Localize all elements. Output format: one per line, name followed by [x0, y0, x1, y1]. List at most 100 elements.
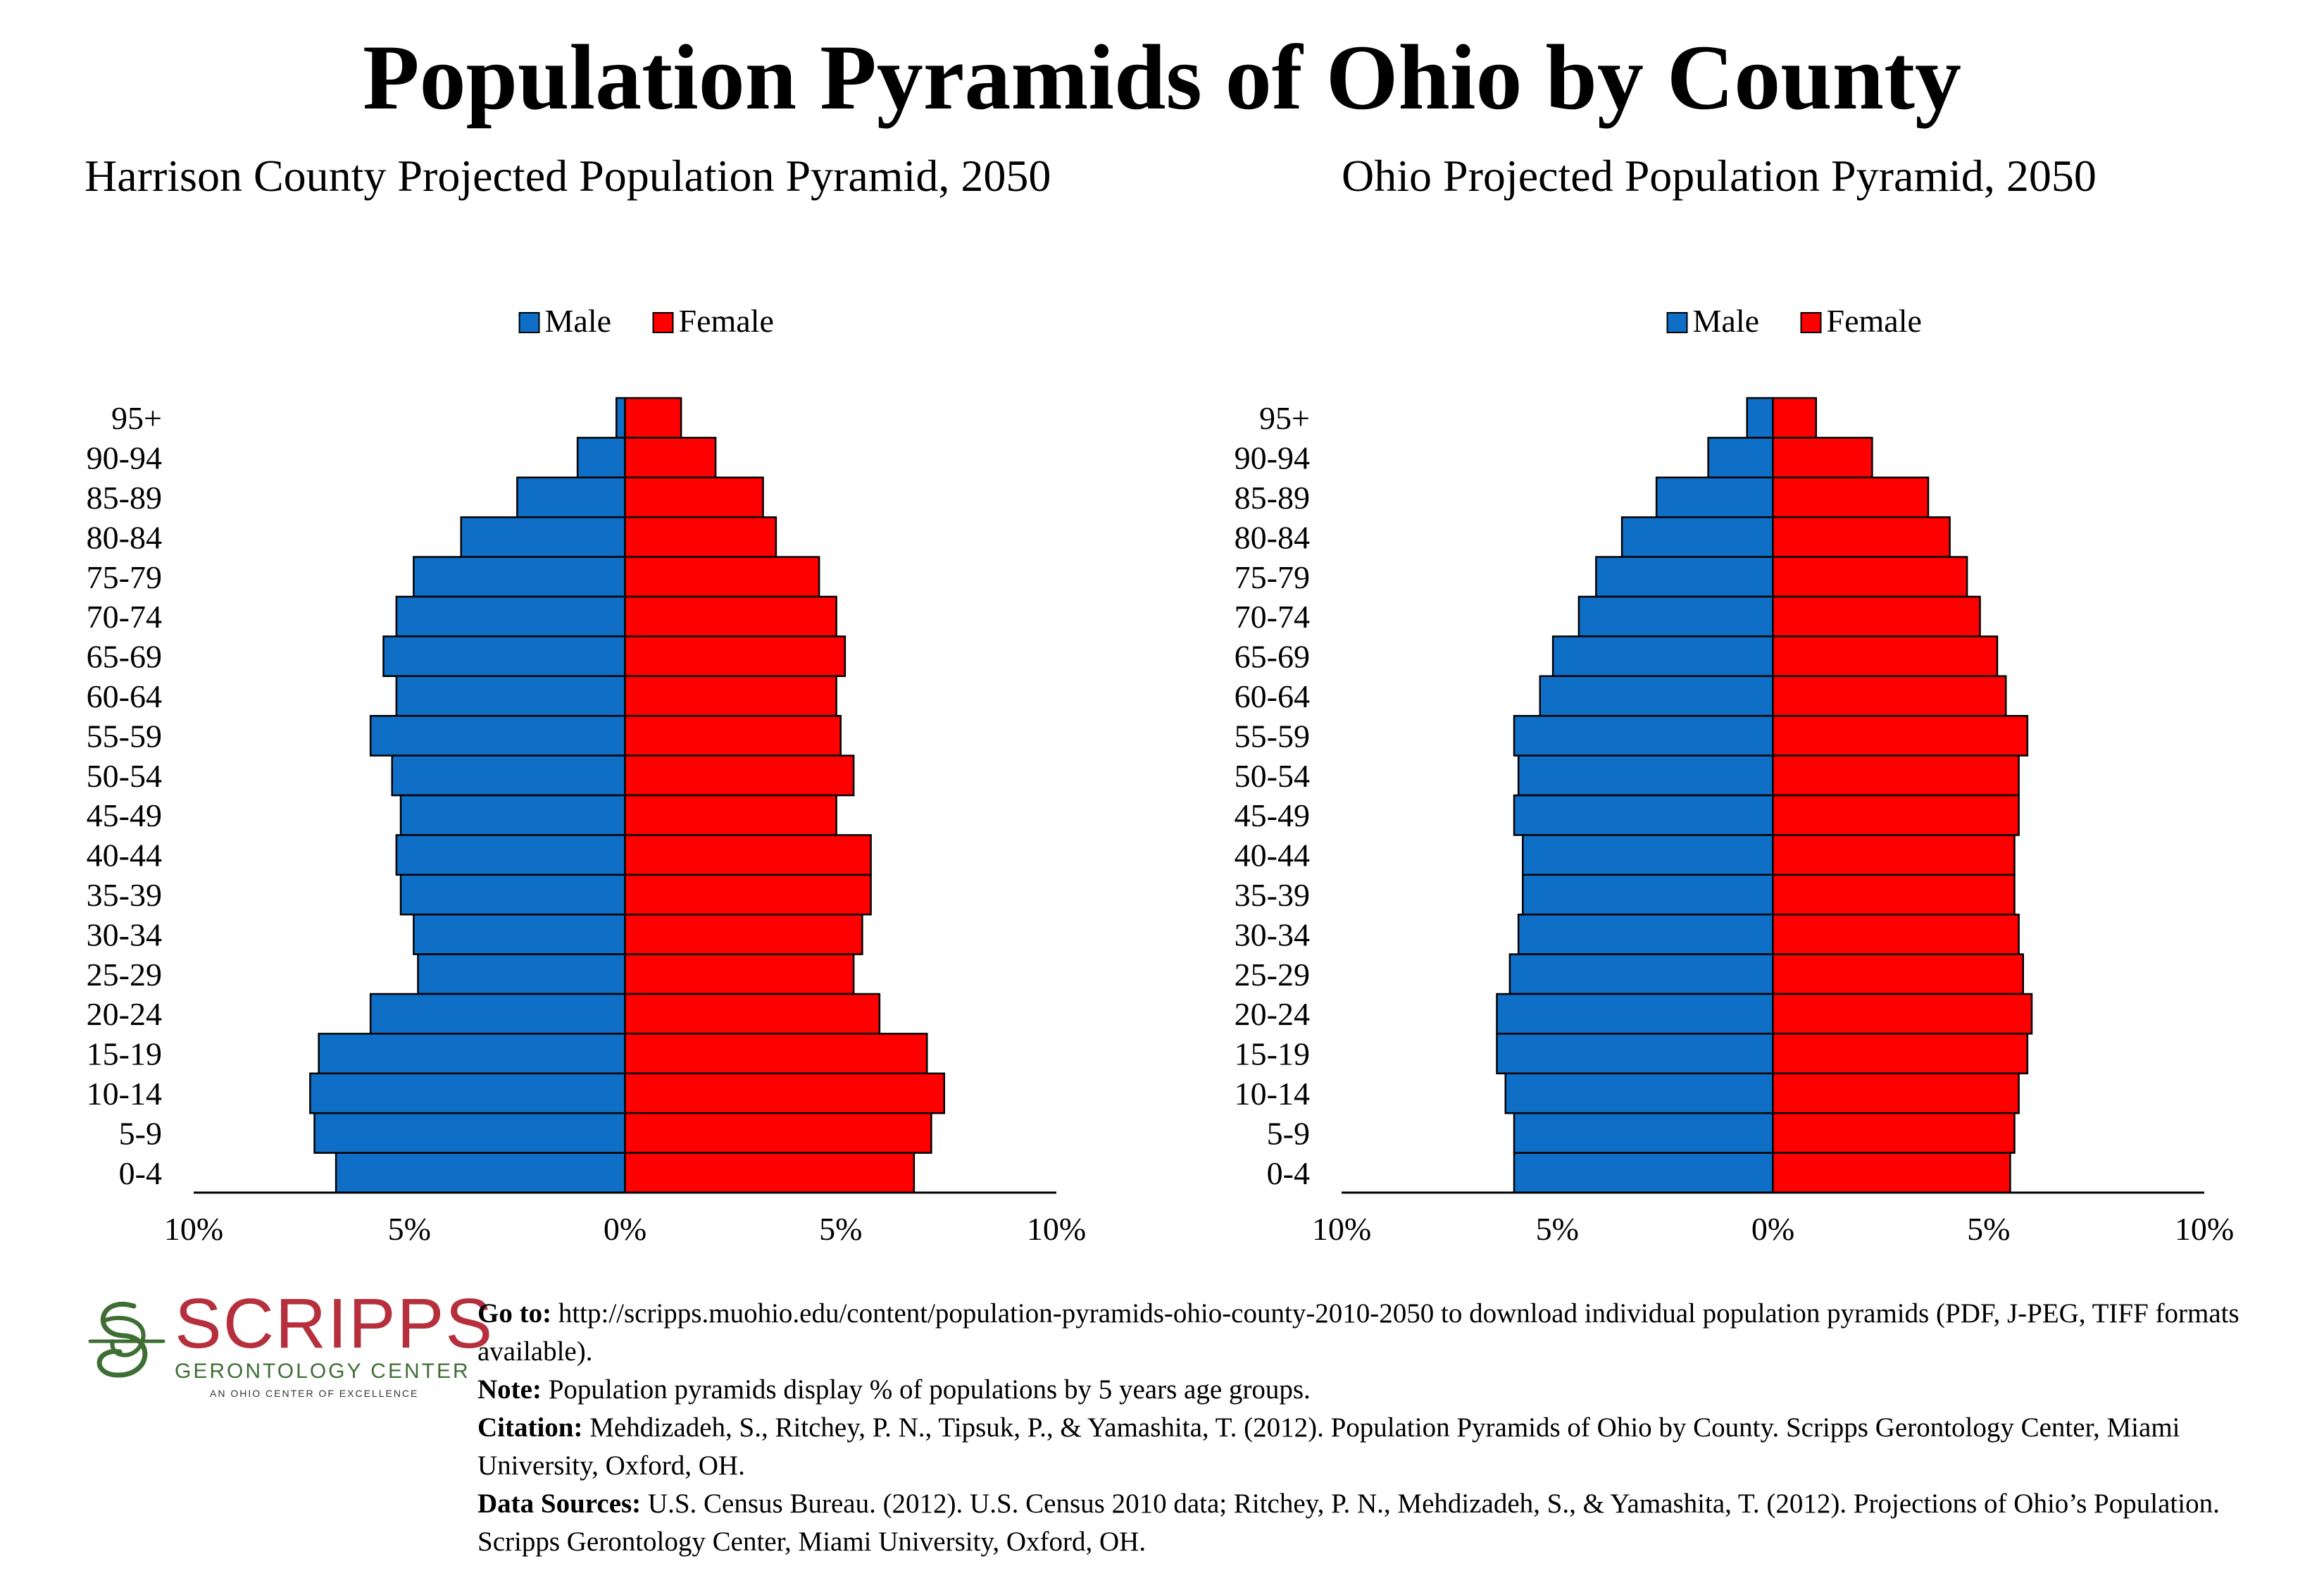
- bar-male: [318, 1033, 626, 1075]
- bar-male: [1513, 714, 1774, 757]
- x-tick-label: 5%: [1536, 1211, 1579, 1247]
- bar-female: [624, 1152, 916, 1194]
- legend-swatch-male: [518, 312, 540, 333]
- bar-female: [1772, 516, 1951, 558]
- age-group-label: 35-39: [1235, 877, 1310, 913]
- sources-text: U.S. Census Bureau. (2012). U.S. Census …: [477, 1488, 2220, 1557]
- bar-male: [391, 754, 626, 797]
- age-group-label: 60-64: [1235, 678, 1310, 714]
- bar-female: [1772, 754, 2020, 797]
- goto-text: http://scripps.muohio.edu/content/popula…: [477, 1298, 2239, 1367]
- age-group-label: 85-89: [87, 480, 162, 516]
- age-group-label: 0-4: [1267, 1155, 1310, 1191]
- age-group-label: 70-74: [1235, 599, 1310, 635]
- x-tick-label: 10%: [164, 1211, 223, 1247]
- bar-female: [624, 1112, 932, 1154]
- bar-male: [1655, 476, 1774, 518]
- bar-male: [1595, 556, 1774, 598]
- bar-male: [399, 794, 626, 836]
- age-group-label: 80-84: [87, 519, 162, 555]
- bar-female: [1772, 595, 1981, 638]
- age-group-label: 85-89: [1235, 480, 1310, 516]
- bar-female: [624, 397, 682, 439]
- age-group-label: 5-9: [119, 1115, 162, 1151]
- bar-male: [1707, 437, 1774, 479]
- bar-female: [624, 874, 872, 916]
- citation-note: Citation: Mehdizadeh, S., Ritchey, P. N.…: [477, 1409, 2301, 1485]
- age-group-label: 65-69: [1235, 639, 1310, 675]
- bar-male: [1496, 993, 1774, 1035]
- sources-note: Data Sources: U.S. Census Bureau. (2012)…: [477, 1485, 2301, 1561]
- legend-label-male: Male: [545, 303, 612, 339]
- bar-female: [1772, 913, 2020, 955]
- logo-tagline: AN OHIO CENTER OF EXCELLENCE: [210, 1388, 419, 1399]
- bar-male: [1746, 397, 1774, 439]
- legend-label-male: Male: [1693, 303, 1760, 339]
- goto-label: Go to:: [477, 1298, 552, 1329]
- bar-male: [1508, 953, 1774, 995]
- bar-male: [1517, 913, 1774, 955]
- bar-female: [624, 1033, 928, 1075]
- age-group-label: 30-34: [87, 916, 162, 952]
- legend-swatch-female: [652, 312, 674, 333]
- bar-female: [1772, 437, 1873, 479]
- bar-female: [1772, 714, 2029, 757]
- x-tick-label: 10%: [2175, 1211, 2234, 1247]
- legend-label-female: Female: [679, 303, 774, 339]
- scripps-logo: SCRIPPS GERONTOLOGY CENTER AN OHIO CENTE…: [85, 1285, 492, 1402]
- age-group-label: 0-4: [119, 1155, 162, 1191]
- bar-male: [417, 953, 626, 995]
- x-tick-label: 5%: [1967, 1211, 2010, 1247]
- note-label: Note:: [477, 1374, 542, 1405]
- bar-male: [1522, 834, 1774, 876]
- bar-female: [1772, 834, 2016, 876]
- logo-wordmark: SCRIPPS: [175, 1284, 494, 1363]
- chart-title-harrison: Harrison County Projected Population Pyr…: [85, 151, 1051, 201]
- bar-female: [1772, 635, 1999, 678]
- goto-note: Go to: http://scripps.muohio.edu/content…: [477, 1295, 2301, 1371]
- age-group-label: 15-19: [1235, 1036, 1310, 1072]
- bar-female: [624, 1072, 945, 1114]
- bar-male: [369, 993, 626, 1035]
- x-tick-label: 0%: [1751, 1211, 1794, 1247]
- age-group-label: 40-44: [87, 838, 162, 874]
- legend-swatch-female: [1800, 312, 1822, 333]
- bar-female: [624, 794, 837, 836]
- age-group-label: 95+: [111, 400, 162, 436]
- age-group-label: 5-9: [1267, 1115, 1310, 1151]
- legend-label-female: Female: [1827, 303, 1922, 339]
- bar-male: [395, 834, 626, 876]
- bar-male: [1620, 516, 1774, 558]
- bar-female: [1772, 1072, 2020, 1114]
- sources-label: Data Sources:: [477, 1488, 642, 1519]
- bar-male: [413, 556, 626, 598]
- bar-male: [1551, 635, 1774, 678]
- age-group-label: 95+: [1259, 400, 1310, 436]
- age-group-label: 15-19: [87, 1036, 162, 1072]
- x-tick-label: 10%: [1312, 1211, 1371, 1247]
- age-group-label: 90-94: [87, 440, 162, 476]
- age-group-label: 65-69: [87, 639, 162, 675]
- bar-male: [1513, 1112, 1774, 1154]
- bar-male: [1513, 1152, 1774, 1194]
- chart-title-ohio: Ohio Projected Population Pyramid, 2050: [1342, 151, 2097, 201]
- bar-female: [1772, 476, 1930, 518]
- bar-female: [1772, 874, 2016, 916]
- note-text: Population pyramids display % of populat…: [548, 1374, 1311, 1405]
- bar-male: [313, 1112, 626, 1154]
- age-group-label: 55-59: [1235, 718, 1310, 754]
- bar-female: [624, 635, 846, 678]
- age-group-label: 75-79: [87, 559, 162, 595]
- bar-female: [1772, 993, 2033, 1035]
- age-group-label: 10-14: [87, 1076, 162, 1112]
- bar-female: [1772, 953, 2024, 995]
- page-title: Population Pyramids of Ohio by County: [362, 25, 1962, 129]
- bar-male: [413, 913, 626, 955]
- note-line: Note: Population pyramids display % of p…: [477, 1371, 2301, 1409]
- bar-female: [624, 595, 837, 638]
- age-group-label: 50-54: [87, 758, 162, 794]
- citation-text: Mehdizadeh, S., Ritchey, P. N., Tipsuk, …: [477, 1412, 2180, 1481]
- bar-male: [576, 437, 626, 479]
- bar-female: [624, 516, 777, 558]
